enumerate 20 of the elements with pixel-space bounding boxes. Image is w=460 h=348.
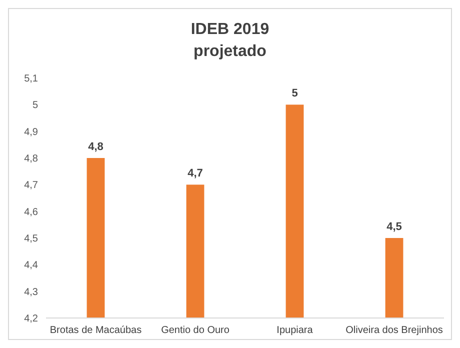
y-tick-label: 4,7 — [24, 180, 38, 192]
y-tick-label: 4,9 — [24, 126, 38, 138]
chart-title: IDEB 2019 — [190, 21, 270, 38]
y-tick-label: 5 — [32, 100, 38, 112]
data-label: 5 — [292, 88, 298, 100]
y-tick-label: 4,4 — [24, 260, 38, 272]
x-tick-label: Oliveira dos Brejinhos — [346, 325, 443, 336]
x-tick-label: Brotas de Macaúbas — [50, 325, 142, 336]
x-tick-label: Ipupiara — [276, 325, 314, 336]
x-tick-label: Gentio do Ouro — [161, 325, 230, 336]
data-label: 4,7 — [188, 168, 203, 180]
y-tick-label: 4,8 — [24, 154, 38, 164]
y-tick-label: 5,1 — [24, 74, 38, 84]
y-tick-label: 4,2 — [24, 314, 38, 324]
data-label: 4,5 — [386, 221, 402, 233]
y-tick-label: 4,5 — [24, 234, 38, 244]
y-tick-label: 4,6 — [24, 206, 38, 218]
y-tick-label: 4,3 — [24, 286, 38, 298]
data-label: 4,8 — [88, 141, 104, 153]
chart-subtitle: projetado — [194, 43, 267, 60]
